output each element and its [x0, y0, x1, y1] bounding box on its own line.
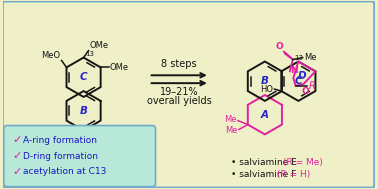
- Text: B: B: [80, 106, 88, 116]
- Text: A-ring formation: A-ring formation: [23, 136, 98, 145]
- Text: acetylation at C13: acetylation at C13: [23, 167, 107, 176]
- Text: 8 steps: 8 steps: [161, 59, 197, 69]
- Text: OH: OH: [85, 139, 99, 148]
- Text: R: R: [308, 81, 315, 91]
- Text: • salviamine E: • salviamine E: [231, 159, 300, 167]
- FancyBboxPatch shape: [4, 125, 155, 187]
- Text: O: O: [302, 87, 310, 96]
- Text: 13: 13: [294, 54, 304, 60]
- Text: Me: Me: [225, 126, 238, 135]
- Text: 19–21%: 19–21%: [160, 87, 198, 97]
- Text: 13: 13: [85, 51, 94, 57]
- Text: OMe: OMe: [90, 41, 108, 50]
- Text: overall yields: overall yields: [147, 96, 212, 106]
- Text: OMe: OMe: [110, 63, 129, 72]
- Text: ✓: ✓: [12, 135, 22, 145]
- Text: (R = H): (R = H): [277, 170, 310, 179]
- Text: (R = Me): (R = Me): [283, 159, 322, 167]
- Text: Me: Me: [304, 53, 316, 62]
- Text: D: D: [298, 71, 307, 81]
- Text: HO: HO: [260, 85, 273, 94]
- Text: ✓: ✓: [12, 167, 22, 177]
- Text: • salviamine F: • salviamine F: [231, 170, 299, 179]
- Text: ✓: ✓: [12, 151, 22, 161]
- FancyBboxPatch shape: [3, 1, 374, 188]
- Text: D-ring formation: D-ring formation: [23, 152, 99, 161]
- Text: C: C: [294, 76, 302, 86]
- Text: O: O: [275, 42, 283, 51]
- Text: Me: Me: [225, 115, 237, 124]
- Text: MeO: MeO: [42, 50, 60, 60]
- Text: C: C: [80, 72, 87, 82]
- Text: B: B: [261, 76, 269, 86]
- Text: A: A: [261, 110, 269, 120]
- Text: N: N: [291, 66, 298, 75]
